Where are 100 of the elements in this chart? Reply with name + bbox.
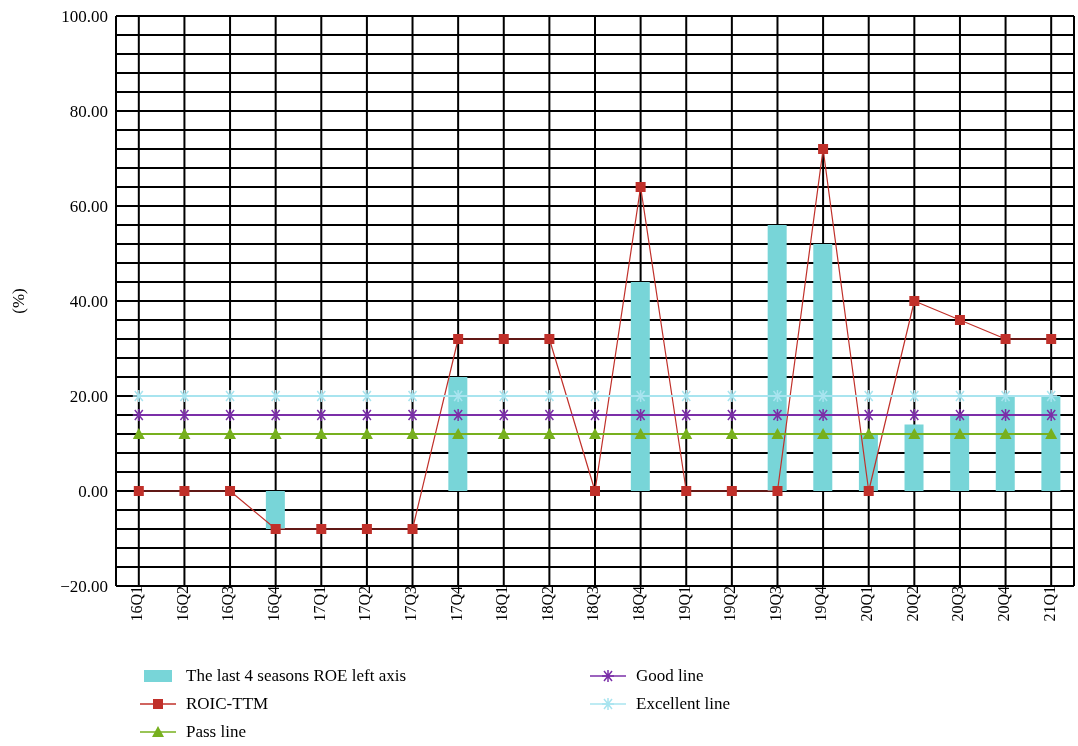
point: [590, 486, 600, 496]
point: [497, 389, 511, 403]
x-tick-label: 19Q4: [812, 586, 830, 622]
x-tick-label: 20Q1: [858, 586, 876, 622]
bar: [995, 396, 1015, 491]
point: [862, 428, 875, 439]
bar: [265, 491, 285, 529]
point: [270, 524, 281, 534]
point: [132, 408, 146, 422]
bar: [1041, 396, 1061, 491]
point: [498, 334, 509, 344]
point: [1045, 428, 1058, 439]
x-tick-label: 18Q4: [629, 586, 647, 622]
y-tick-label: 0.00: [78, 482, 108, 502]
point: [863, 486, 874, 496]
point: [680, 428, 693, 439]
point: [1044, 408, 1058, 422]
point: [681, 486, 692, 496]
point: [225, 486, 236, 496]
point: [954, 315, 965, 325]
y-tick-label: 20.00: [69, 387, 108, 407]
point: [679, 389, 693, 403]
point: [360, 408, 374, 422]
point: [223, 408, 237, 422]
legend-label: Pass line: [186, 722, 246, 742]
x-tick-label: 18Q3: [584, 586, 602, 622]
y-axis-title: (%): [9, 288, 29, 314]
x-tick-label: 16Q4: [265, 586, 283, 622]
point: [452, 428, 465, 439]
x-tick-label: 19Q1: [675, 586, 693, 622]
x-tick-label: 20Q3: [949, 586, 967, 622]
point: [406, 428, 419, 439]
point: [451, 389, 465, 403]
point: [771, 428, 784, 439]
x-tick-label: 20Q4: [994, 586, 1012, 622]
x-tick-label: 17Q4: [447, 586, 465, 622]
point: [360, 428, 373, 439]
x-tick-label: 16Q1: [128, 586, 146, 622]
point: [679, 408, 693, 422]
x-tick-label: 19Q2: [721, 586, 739, 622]
point: [543, 428, 556, 439]
point: [634, 428, 647, 439]
point: [1044, 389, 1058, 403]
point: [953, 428, 966, 439]
bar: [904, 424, 924, 491]
x-tick-label: 16Q2: [173, 586, 191, 622]
point: [725, 428, 738, 439]
x-tick-label: 18Q2: [538, 586, 556, 622]
point: [817, 428, 830, 439]
point: [407, 524, 418, 534]
point: [132, 428, 145, 439]
point: [453, 334, 464, 344]
bar: [813, 244, 833, 491]
legend-label: The last 4 seasons ROE left axis: [186, 666, 407, 686]
legend-label: Excellent line: [636, 694, 730, 714]
y-tick-label: 40.00: [69, 292, 108, 312]
point: [725, 408, 739, 422]
point: [726, 486, 737, 496]
point: [589, 428, 601, 439]
point: [316, 524, 327, 534]
point: [588, 389, 602, 403]
point: [818, 144, 829, 154]
point: [908, 428, 921, 439]
point: [725, 389, 739, 403]
point: [635, 182, 646, 192]
x-tick-label: 18Q1: [493, 586, 511, 622]
x-tick-label: 16Q3: [219, 586, 237, 622]
point: [223, 389, 237, 403]
x-tick-label: 20Q2: [903, 586, 921, 622]
bar: [767, 225, 787, 491]
point: [1000, 334, 1011, 344]
point: [133, 486, 144, 496]
point: [269, 428, 282, 439]
x-tick-label: 17Q3: [401, 586, 419, 622]
legend-label: ROIC-TTM: [186, 694, 269, 714]
point: [953, 389, 967, 403]
point: [315, 428, 328, 439]
point: [179, 486, 190, 496]
x-tick-label: 19Q3: [766, 586, 784, 622]
point: [816, 389, 830, 403]
point: [361, 524, 372, 534]
point: [999, 428, 1012, 439]
y-tick-label: −20.00: [60, 577, 108, 597]
point: [909, 296, 920, 306]
point: [224, 428, 237, 439]
y-tick-label: 100.00: [61, 7, 108, 27]
y-tick-label: 80.00: [69, 102, 108, 122]
x-tick-label: 21Q1: [1040, 586, 1058, 622]
x-tick-label: 17Q2: [356, 586, 374, 622]
legend-label: Good line: [636, 666, 704, 686]
point: [360, 389, 374, 403]
point: [178, 428, 191, 439]
point: [497, 408, 511, 422]
x-tick-label: 17Q1: [310, 586, 328, 622]
point: [497, 428, 510, 439]
y-tick-label: 60.00: [69, 197, 108, 217]
point: [451, 408, 465, 422]
point: [816, 408, 830, 422]
point: [1046, 334, 1057, 344]
point: [132, 389, 146, 403]
